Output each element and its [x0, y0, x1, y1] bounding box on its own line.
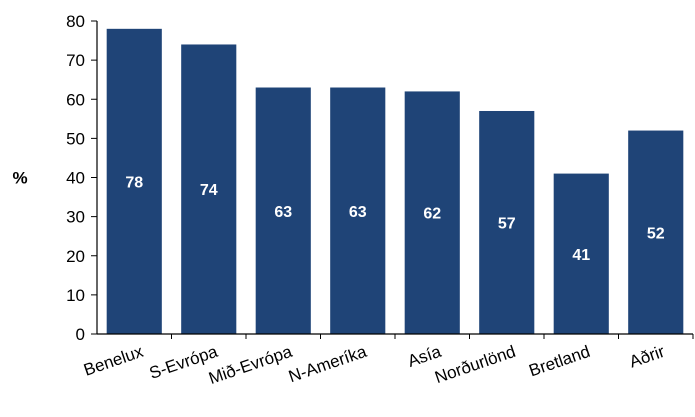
- y-tick-label-2: 20: [66, 247, 85, 266]
- y-tick-label-4: 40: [66, 169, 85, 188]
- data-label-2: 63: [274, 204, 292, 221]
- data-label-6: 41: [572, 247, 590, 264]
- data-label-3: 63: [349, 204, 367, 221]
- bar-7: [628, 130, 684, 334]
- y-tick-label-0: 0: [76, 325, 85, 344]
- y-axis-title: %: [12, 169, 27, 188]
- bar-6: [553, 173, 609, 334]
- x-category-label-0: Benelux: [81, 342, 146, 380]
- bar-5: [479, 110, 535, 334]
- data-label-0: 78: [125, 174, 143, 191]
- data-label-7: 52: [647, 225, 665, 242]
- y-tick-label-8: 80: [66, 12, 85, 31]
- x-category-label-7: Aðrir: [627, 342, 667, 372]
- y-tick-label-6: 60: [66, 90, 85, 109]
- x-category-label-6: Bretland: [526, 342, 592, 381]
- data-label-5: 57: [498, 215, 516, 232]
- y-tick-label-1: 10: [66, 286, 85, 305]
- data-label-1: 74: [200, 182, 218, 199]
- bar-0: [106, 28, 162, 334]
- bar-4: [404, 91, 460, 334]
- bar-3: [330, 87, 386, 334]
- data-labels: 78 74 63 63 62 57 41 52: [125, 174, 664, 263]
- x-category-label-5: Norðurlönd: [432, 342, 518, 387]
- bar-2: [255, 87, 311, 334]
- y-axis-ticks: 0 10 20 30 40 50 60 70 80: [66, 12, 97, 344]
- y-tick-label-3: 30: [66, 208, 85, 227]
- y-tick-label-7: 70: [66, 51, 85, 70]
- y-tick-label-5: 50: [66, 129, 85, 148]
- x-category-label-2: Mið-Evrópa: [206, 342, 295, 388]
- data-label-4: 62: [423, 206, 441, 223]
- bars: [106, 28, 684, 334]
- bar-1: [181, 44, 237, 334]
- x-category-label-3: N-Ameríka: [286, 342, 370, 387]
